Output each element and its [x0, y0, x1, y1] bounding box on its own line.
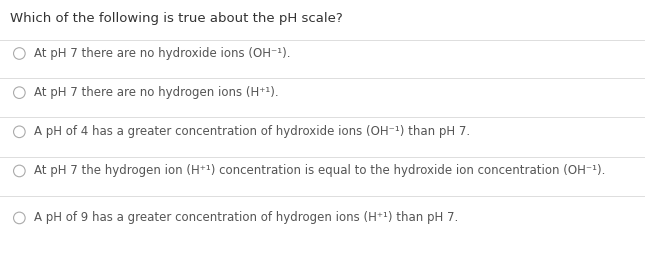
Ellipse shape [14, 126, 25, 138]
Text: A pH of 9 has a greater concentration of hydrogen ions (H⁺¹) than pH 7.: A pH of 9 has a greater concentration of… [34, 211, 459, 224]
Text: At pH 7 the hydrogen ion (H⁺¹) concentration is equal to the hydroxide ion conce: At pH 7 the hydrogen ion (H⁺¹) concentra… [34, 164, 606, 177]
Ellipse shape [14, 165, 25, 177]
Ellipse shape [14, 212, 25, 224]
Text: Which of the following is true about the pH scale?: Which of the following is true about the… [10, 12, 342, 25]
Text: At pH 7 there are no hydroxide ions (OH⁻¹).: At pH 7 there are no hydroxide ions (OH⁻… [34, 47, 291, 60]
Text: At pH 7 there are no hydrogen ions (H⁺¹).: At pH 7 there are no hydrogen ions (H⁺¹)… [34, 86, 279, 99]
Text: A pH of 4 has a greater concentration of hydroxide ions (OH⁻¹) than pH 7.: A pH of 4 has a greater concentration of… [34, 125, 470, 138]
Ellipse shape [14, 87, 25, 98]
Ellipse shape [14, 48, 25, 59]
